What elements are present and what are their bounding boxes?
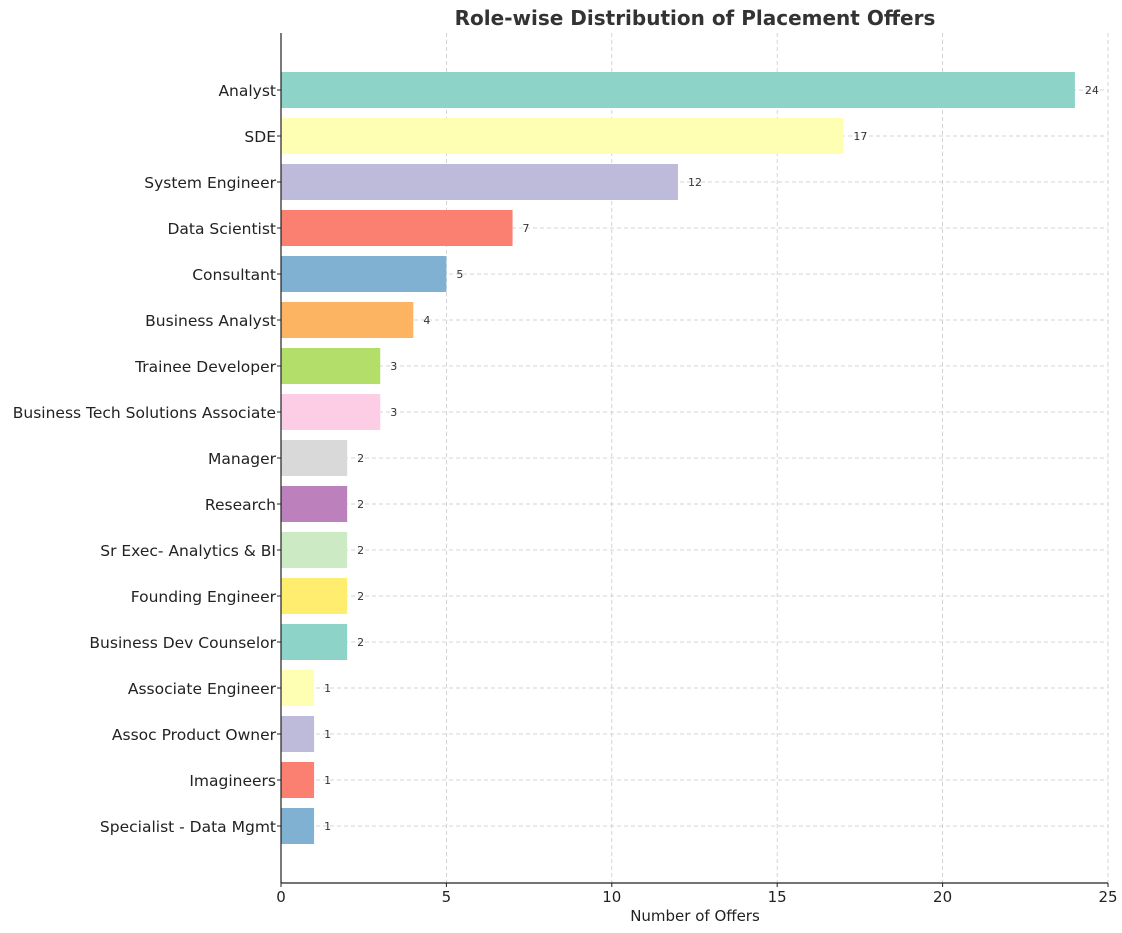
category-label: Imagineers bbox=[189, 772, 276, 790]
value-labels: 24 17 12 7 5 4 3 3 2 2 2 2 2 1 1 1 1 bbox=[324, 84, 1099, 833]
x-tick-label: 15 bbox=[768, 888, 787, 906]
bar bbox=[281, 210, 513, 246]
chart-title: Role-wise Distribution of Placement Offe… bbox=[455, 6, 936, 30]
value-label: 2 bbox=[357, 452, 364, 465]
axes bbox=[277, 33, 1108, 884]
category-label: Consultant bbox=[192, 266, 276, 284]
category-label: Assoc Product Owner bbox=[112, 726, 277, 744]
category-label: Business Analyst bbox=[145, 312, 276, 330]
category-label: Specialist - Data Mgmt bbox=[100, 818, 276, 836]
value-label: 2 bbox=[357, 544, 364, 557]
bar bbox=[281, 440, 348, 476]
category-label: Founding Engineer bbox=[131, 588, 277, 606]
bar bbox=[281, 808, 315, 844]
value-label: 1 bbox=[324, 728, 331, 741]
grid bbox=[281, 33, 1109, 883]
value-label: 24 bbox=[1085, 84, 1099, 97]
value-label: 2 bbox=[357, 590, 364, 603]
value-label: 1 bbox=[324, 774, 331, 787]
x-tick-label: 0 bbox=[276, 888, 286, 906]
value-label: 12 bbox=[688, 176, 702, 189]
bar bbox=[281, 256, 447, 292]
category-label: Business Tech Solutions Associate bbox=[13, 404, 276, 422]
value-label: 7 bbox=[523, 222, 530, 235]
bar bbox=[281, 762, 315, 798]
bar bbox=[281, 624, 348, 660]
bars bbox=[281, 72, 1075, 844]
bar bbox=[281, 394, 381, 430]
bar bbox=[281, 670, 315, 706]
value-label: 4 bbox=[423, 314, 430, 327]
category-label: Analyst bbox=[218, 82, 276, 100]
x-tick-label: 20 bbox=[933, 888, 952, 906]
category-label: Data Scientist bbox=[168, 220, 277, 238]
value-label: 3 bbox=[390, 406, 397, 419]
category-label: SDE bbox=[244, 128, 276, 146]
x-tick-label: 5 bbox=[442, 888, 452, 906]
bar bbox=[281, 72, 1075, 108]
category-label: Manager bbox=[208, 450, 277, 468]
bar bbox=[281, 578, 348, 614]
value-label: 2 bbox=[357, 498, 364, 511]
x-ticks: 0 5 10 15 20 25 bbox=[276, 883, 1118, 906]
value-label: 2 bbox=[357, 636, 364, 649]
category-labels: Analyst SDE System Engineer Data Scientist C… bbox=[13, 82, 277, 836]
category-label: Trainee Developer bbox=[134, 358, 277, 376]
bar bbox=[281, 302, 414, 338]
category-label: Business Dev Counselor bbox=[89, 634, 276, 652]
x-tick-label: 10 bbox=[602, 888, 621, 906]
category-label: System Engineer bbox=[144, 174, 276, 192]
value-label: 1 bbox=[324, 820, 331, 833]
category-label: Associate Engineer bbox=[128, 680, 277, 698]
category-label: Sr Exec- Analytics & BI bbox=[100, 542, 276, 560]
value-label: 17 bbox=[853, 130, 867, 143]
bar bbox=[281, 716, 315, 752]
value-label: 1 bbox=[324, 682, 331, 695]
bar bbox=[281, 348, 381, 384]
bar bbox=[281, 164, 678, 200]
category-label: Research bbox=[205, 496, 276, 514]
value-label: 3 bbox=[390, 360, 397, 373]
x-tick-label: 25 bbox=[1098, 888, 1117, 906]
value-label: 5 bbox=[456, 268, 463, 281]
bar bbox=[281, 532, 348, 568]
bar bbox=[281, 118, 844, 154]
bar bbox=[281, 486, 348, 522]
x-axis-label: Number of Offers bbox=[630, 907, 760, 925]
